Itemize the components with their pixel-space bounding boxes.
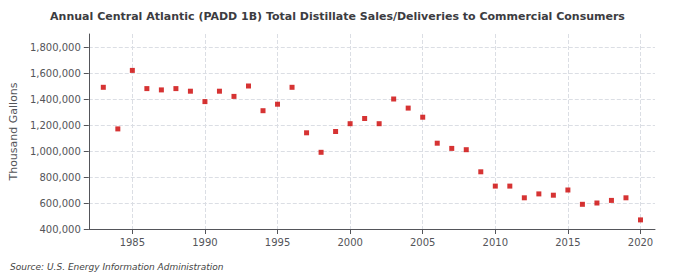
svg-text:1995: 1995 [265,237,290,248]
svg-text:Annual Central Atlantic (PADD: Annual Central Atlantic (PADD 1B) Total … [50,10,625,23]
svg-text:400,000: 400,000 [39,224,80,235]
svg-text:1,000,000: 1,000,000 [30,146,81,157]
svg-text:1,200,000: 1,200,000 [30,120,81,131]
svg-text:1,400,000: 1,400,000 [30,94,81,105]
svg-text:1,600,000: 1,600,000 [30,68,81,79]
svg-text:Thousand Gallons: Thousand Gallons [7,82,20,181]
svg-text:1,800,000: 1,800,000 [30,42,81,53]
svg-text:1990: 1990 [192,237,217,248]
svg-text:800,000: 800,000 [39,172,80,183]
svg-text:2005: 2005 [410,237,435,248]
svg-text:600,000: 600,000 [39,198,80,209]
svg-text:2020: 2020 [628,237,653,248]
svg-text:Source: U.S. Energy Informatio: Source: U.S. Energy Information Administ… [10,262,224,272]
svg-text:2000: 2000 [337,237,362,248]
svg-text:2010: 2010 [483,237,508,248]
svg-text:2015: 2015 [555,237,580,248]
svg-text:1985: 1985 [120,237,145,248]
